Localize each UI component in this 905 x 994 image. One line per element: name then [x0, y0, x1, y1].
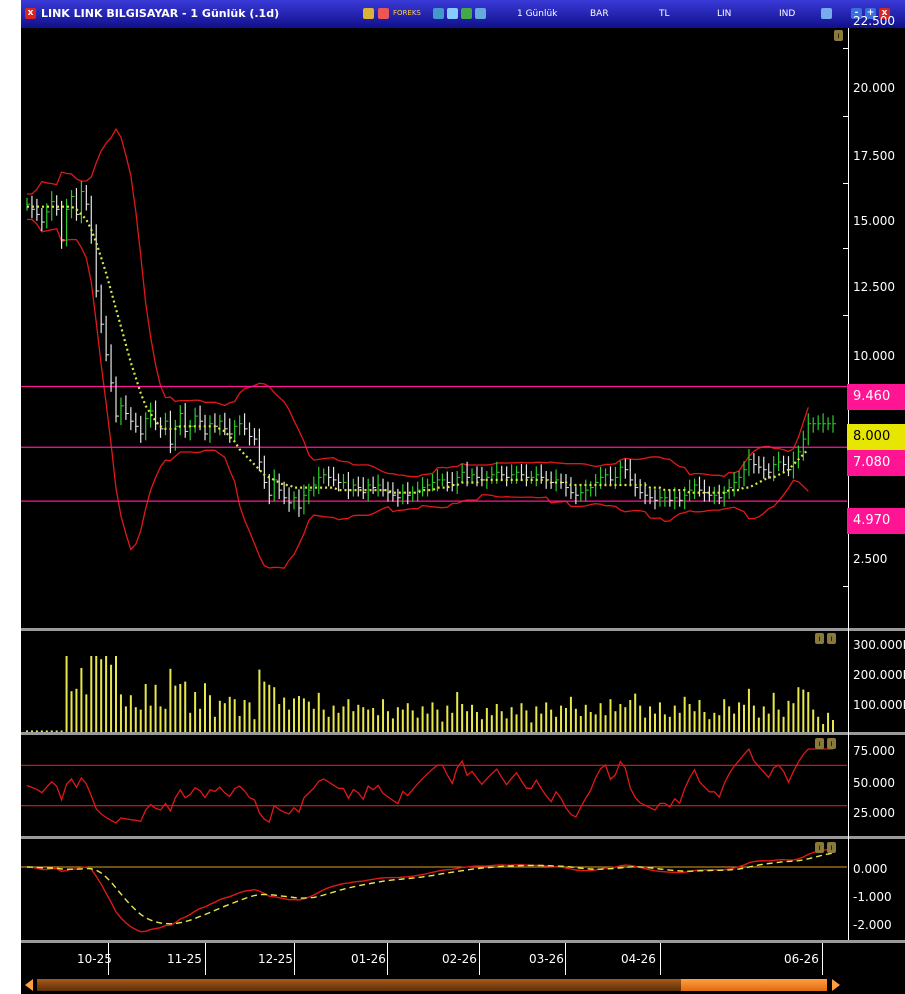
- scroll-thumb[interactable]: [681, 979, 827, 991]
- close-icon[interactable]: x: [879, 8, 890, 19]
- rsi-scale-label: 25.000: [853, 806, 895, 820]
- symbol-icon[interactable]: [363, 8, 374, 19]
- price-chart[interactable]: [21, 28, 847, 628]
- price-scale-label: 10.000: [853, 349, 895, 363]
- date-tick: [205, 943, 206, 975]
- currency-menu[interactable]: TL: [659, 9, 670, 19]
- date-label: 06-26: [784, 952, 819, 966]
- level-tag-4970[interactable]: 4.970: [847, 508, 905, 534]
- bollinger-lower-line: [27, 218, 809, 569]
- maximize-icon[interactable]: +: [865, 8, 876, 19]
- rsi-chart[interactable]: [21, 735, 847, 836]
- volume-scale-label: 300.000M: [853, 638, 905, 652]
- foreks-logo[interactable]: FOREKS: [393, 9, 421, 17]
- period-menu[interactable]: 1 Günlük: [517, 9, 558, 19]
- date-label: 02-26: [442, 952, 477, 966]
- scale-tick: [843, 315, 849, 316]
- panel-divider[interactable]: [21, 628, 905, 631]
- date-tick: [660, 943, 661, 975]
- date-label: 03-26: [529, 952, 564, 966]
- panel-settings-icon[interactable]: ı: [815, 633, 824, 644]
- scale-tick: [843, 586, 849, 587]
- scale-axis-line: [848, 28, 849, 940]
- grid-icon[interactable]: [433, 8, 444, 19]
- rsi-line: [26, 747, 833, 824]
- macd-scale-label: -1.000: [853, 890, 892, 904]
- refresh-icon[interactable]: [475, 8, 486, 19]
- panel-menu-icon[interactable]: ı: [834, 30, 843, 41]
- scale-tick: [843, 183, 849, 184]
- macd-scale-label: 0.000: [853, 862, 888, 876]
- price-scale-label: 15.000: [853, 214, 895, 228]
- title-bar[interactable]: x LINK LINK BILGISAYAR - 1 Günlük (.1d) …: [21, 0, 905, 28]
- rsi-scale-label: 50.000: [853, 776, 895, 790]
- horizontal-scrollbar[interactable]: [21, 975, 905, 994]
- macd-chart[interactable]: [21, 839, 847, 940]
- panel-close-icon[interactable]: ı: [827, 633, 836, 644]
- compare-icon[interactable]: [447, 8, 458, 19]
- scroll-right-icon[interactable]: [832, 979, 840, 991]
- date-tick: [479, 943, 480, 975]
- date-label: 01-26: [351, 952, 386, 966]
- indicator-menu[interactable]: IND: [779, 9, 796, 19]
- panel-divider[interactable]: [21, 836, 905, 839]
- scale-tick: [843, 48, 849, 49]
- draw-icon[interactable]: [461, 8, 472, 19]
- level-tag-9460[interactable]: 9.460: [847, 384, 905, 410]
- level-tag-7080[interactable]: 7.080: [847, 450, 905, 476]
- price-scale-label: 2.500: [853, 552, 888, 566]
- date-tick: [108, 943, 109, 975]
- panel-divider[interactable]: [21, 940, 905, 943]
- macd-signal-line: [26, 852, 834, 925]
- panel-settings-icon[interactable]: ı: [815, 842, 824, 853]
- scroll-track[interactable]: [37, 979, 827, 991]
- volume-scale-label: 100.000M: [853, 698, 905, 712]
- price-scale-label: 12.500: [853, 280, 895, 294]
- scale-menu[interactable]: LIN: [717, 9, 732, 19]
- date-tick: [294, 943, 295, 975]
- volume-scale-label: 200.000M: [853, 668, 905, 682]
- window-title: LINK LINK BILGISAYAR - 1 Günlük (.1d): [41, 7, 280, 20]
- date-label: 10-25: [77, 952, 112, 966]
- last-price-tag: 8.000: [847, 424, 905, 450]
- alarm-icon[interactable]: [378, 8, 389, 19]
- panel-settings-icon[interactable]: ı: [815, 738, 824, 749]
- macd-scale-label: -2.000: [853, 918, 892, 932]
- date-label: 12-25: [258, 952, 293, 966]
- price-scale-label: 17.500: [853, 149, 895, 163]
- scroll-left-icon[interactable]: [25, 979, 33, 991]
- price-scale-label: 20.000: [853, 81, 895, 95]
- scale-tick: [843, 116, 849, 117]
- date-label: 04-26: [621, 952, 656, 966]
- minimize-icon[interactable]: -: [851, 8, 862, 19]
- date-tick: [565, 943, 566, 975]
- scale-tick: [843, 248, 849, 249]
- chart-window: x LINK LINK BILGISAYAR - 1 Günlük (.1d) …: [21, 0, 905, 994]
- moving-average-line: [27, 205, 810, 494]
- chart-type-menu[interactable]: BAR: [590, 9, 609, 19]
- rsi-scale-label: 75.000: [853, 744, 895, 758]
- bollinger-upper-line: [27, 127, 809, 478]
- panel-close-icon[interactable]: ı: [827, 842, 836, 853]
- date-label: 11-25: [167, 952, 202, 966]
- close-chart-icon[interactable]: x: [25, 8, 36, 19]
- pin-icon[interactable]: [821, 8, 832, 19]
- date-tick: [822, 943, 823, 975]
- panel-divider[interactable]: [21, 732, 905, 735]
- price-scale-label: 22.500: [853, 14, 895, 28]
- volume-chart[interactable]: [21, 631, 847, 732]
- macd-line: [26, 848, 834, 933]
- date-axis: 10-25 11-25 12-25 01-26 02-26 03-26 04-2…: [21, 943, 905, 975]
- date-tick: [387, 943, 388, 975]
- panel-close-icon[interactable]: ı: [827, 738, 836, 749]
